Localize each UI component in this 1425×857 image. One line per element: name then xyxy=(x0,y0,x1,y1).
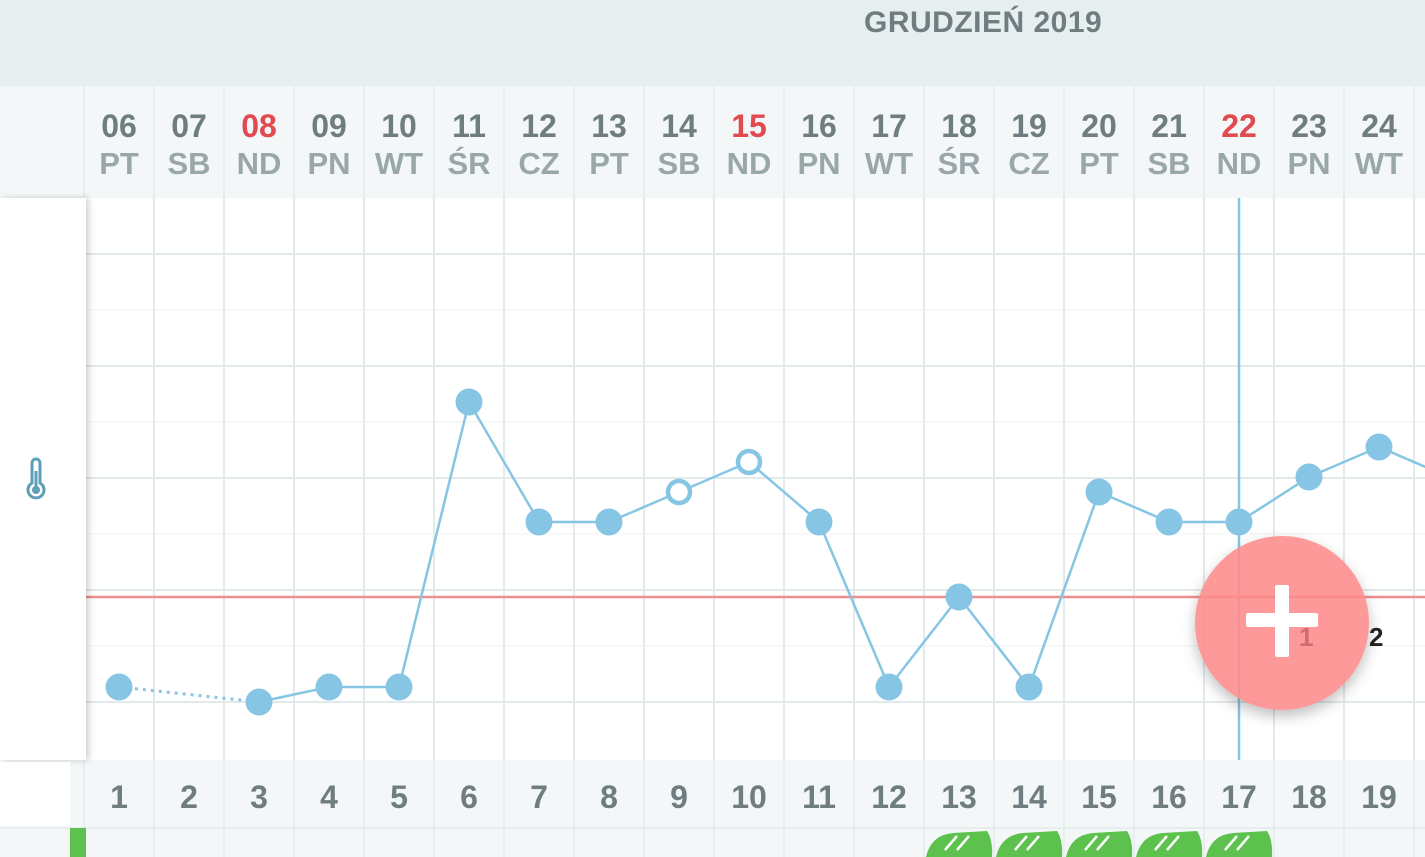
day-number[interactable]: 09 xyxy=(311,108,347,144)
day-number[interactable]: 18 xyxy=(941,108,977,144)
day-weekday: WT xyxy=(864,146,914,181)
data-point xyxy=(1015,673,1043,701)
left-panel xyxy=(0,198,86,760)
day-number[interactable]: 10 xyxy=(381,108,417,144)
data-point xyxy=(455,388,483,416)
month-bar xyxy=(0,0,1425,86)
series-segment xyxy=(1027,491,1101,688)
day-weekday: SB xyxy=(1147,146,1191,181)
open-point xyxy=(665,478,693,506)
day-number[interactable]: 23 xyxy=(1291,108,1327,144)
cycle-day-number: 9 xyxy=(670,779,688,815)
data-point xyxy=(245,688,273,716)
series-segment xyxy=(958,596,1030,688)
day-weekday: PN xyxy=(1287,146,1331,181)
day-weekday: SB xyxy=(657,146,701,181)
day-number[interactable]: 08 xyxy=(241,108,277,144)
day-weekday: PT xyxy=(589,146,629,181)
series-segment xyxy=(817,521,891,688)
cycle-day-number: 1 xyxy=(110,779,128,815)
cycle-day-number: 2 xyxy=(180,779,198,815)
day-number[interactable]: 13 xyxy=(591,108,627,144)
data-point xyxy=(1295,463,1323,491)
data-point xyxy=(805,508,833,536)
cycle-day-row xyxy=(0,760,1425,828)
day-weekday: SB xyxy=(167,146,211,181)
day-weekday: WT xyxy=(1354,146,1404,181)
open-point xyxy=(735,448,763,476)
day-number[interactable]: 20 xyxy=(1081,108,1117,144)
day-number[interactable]: 21 xyxy=(1151,108,1187,144)
day-number[interactable]: 11 xyxy=(452,108,486,144)
data-point xyxy=(1365,433,1393,461)
cycle-day-number: 5 xyxy=(390,779,408,815)
plus-icon-vertical xyxy=(1275,585,1289,657)
day-weekday: ND xyxy=(236,146,282,181)
cycle-day-number: 6 xyxy=(460,779,478,815)
cycle-day-number: 4 xyxy=(320,779,338,815)
cycle-day-number: 18 xyxy=(1291,779,1327,815)
day-weekday: CZ xyxy=(1008,146,1050,181)
cycle-day-number: 12 xyxy=(871,779,907,815)
cycle-day-number: 8 xyxy=(600,779,618,815)
cycle-day-number: 14 xyxy=(1011,779,1047,815)
data-point xyxy=(385,673,413,701)
cycle-day-number: 17 xyxy=(1221,779,1257,815)
day-weekday: PT xyxy=(99,146,139,181)
cycle-day-number: 15 xyxy=(1081,779,1117,815)
day-weekday: ND xyxy=(726,146,772,181)
data-point xyxy=(875,673,903,701)
day-weekday: PN xyxy=(797,146,841,181)
series-segment xyxy=(748,461,820,523)
day-weekday: ŚR xyxy=(447,146,491,181)
day-number[interactable]: 14 xyxy=(661,108,697,144)
cycle-row-label-box xyxy=(0,762,70,826)
day-number[interactable]: 19 xyxy=(1011,108,1047,144)
data-point xyxy=(1225,508,1253,536)
day-weekday: PN xyxy=(307,146,351,181)
cycle-day-number: 10 xyxy=(731,779,767,815)
data-point xyxy=(105,673,133,701)
cycle-day-number: 19 xyxy=(1361,779,1397,815)
day-header xyxy=(0,86,1425,198)
day-weekday: ŚR xyxy=(937,146,981,181)
data-point xyxy=(1085,478,1113,506)
day-weekday: WT xyxy=(374,146,424,181)
cycle-day-number: 3 xyxy=(250,779,268,815)
day-weekday: CZ xyxy=(518,146,560,181)
green-marker xyxy=(70,828,86,857)
month-title: GRUDZIEŃ 2019 xyxy=(864,6,1103,39)
fab-label-2: 2 xyxy=(1369,622,1384,652)
data-point xyxy=(315,673,343,701)
day-weekday: ND xyxy=(1216,146,1262,181)
cycle-day-number: 11 xyxy=(802,779,836,815)
series-segment xyxy=(888,596,960,688)
series-segment xyxy=(118,685,260,704)
day-number[interactable]: 12 xyxy=(521,108,557,144)
series-segment xyxy=(1238,475,1310,524)
data-point xyxy=(1155,508,1183,536)
temperature-points xyxy=(105,388,1393,716)
cycle-day-number: 7 xyxy=(530,779,548,815)
day-number[interactable]: 17 xyxy=(871,108,907,144)
day-number[interactable]: 24 xyxy=(1361,108,1397,144)
day-number[interactable]: 07 xyxy=(171,108,207,144)
cycle-day-number: 13 xyxy=(941,779,977,815)
day-number[interactable]: 22 xyxy=(1221,108,1257,144)
day-number[interactable]: 06 xyxy=(101,108,137,144)
thermometer-icon xyxy=(22,457,50,506)
cycle-day-number: 16 xyxy=(1151,779,1187,815)
data-point xyxy=(945,583,973,611)
series-segment xyxy=(397,401,471,688)
fab-label-1: 1 xyxy=(1299,622,1314,652)
day-number[interactable]: 16 xyxy=(801,108,837,144)
day-weekday: PT xyxy=(1079,146,1119,181)
series-segment xyxy=(467,401,541,523)
day-number[interactable]: 15 xyxy=(731,108,767,144)
data-point xyxy=(525,508,553,536)
data-point xyxy=(595,508,623,536)
